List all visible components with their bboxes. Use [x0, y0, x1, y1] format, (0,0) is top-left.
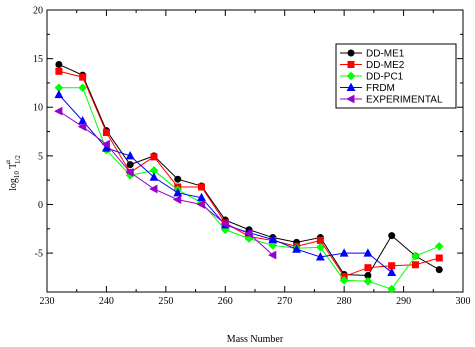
data-point	[55, 60, 63, 68]
legend-label: EXPERIMENTAL	[366, 95, 443, 106]
y-axis-title: log10 Tα 1/2	[4, 155, 22, 191]
legend-label: DD-ME2	[366, 60, 405, 71]
data-point	[316, 242, 325, 252]
data-point	[198, 183, 206, 191]
data-point	[102, 129, 110, 137]
data-point	[196, 200, 206, 209]
legend-label: DD-ME1	[366, 49, 405, 60]
legend-marker	[346, 71, 356, 81]
data-point	[364, 264, 372, 272]
legend-item: DD-ME1	[340, 49, 405, 60]
data-point	[411, 261, 419, 269]
x-tick-label: 300	[456, 296, 471, 307]
legend-item: EXPERIMENTAL	[340, 95, 443, 106]
data-point	[292, 244, 302, 253]
data-point	[172, 195, 182, 205]
y-tick-label: 0	[38, 200, 43, 211]
legend-item: DD-PC1	[340, 72, 404, 83]
legend-marker	[346, 82, 356, 91]
data-point	[388, 232, 396, 240]
y-tick-label: 15	[33, 54, 43, 65]
legend-marker	[346, 94, 355, 104]
data-point	[78, 83, 87, 93]
data-point	[79, 73, 87, 81]
data-point	[435, 266, 443, 274]
data-point	[55, 67, 63, 75]
series-line	[58, 110, 274, 256]
legend-label: DD-PC1	[366, 72, 404, 83]
x-tick-label: 260	[218, 296, 233, 307]
x-tick-label: 250	[158, 296, 173, 307]
data-point	[434, 241, 444, 251]
data-point	[315, 252, 325, 261]
data-point	[78, 115, 88, 125]
data-point	[54, 106, 63, 116]
data-point	[101, 139, 110, 149]
legend-label: FRDM	[366, 83, 395, 94]
data-point	[316, 236, 324, 244]
data-point	[411, 251, 420, 261]
data-point	[197, 192, 206, 202]
series-layer	[54, 60, 444, 294]
legend-marker	[347, 61, 355, 68]
data-point	[387, 284, 396, 294]
y-tick-label: 10	[33, 103, 43, 114]
axis-ticks: 230 240 250 260 270 280 290 300 -5 0 5 10 15 20	[33, 6, 471, 308]
data-point	[149, 184, 158, 194]
data-point	[363, 276, 373, 286]
data-point	[149, 172, 159, 181]
data-point	[339, 248, 349, 257]
data-point	[126, 161, 134, 169]
data-point	[125, 167, 134, 177]
y-axis-title-part: 1/2	[14, 155, 22, 164]
x-tick-label: 280	[337, 296, 352, 307]
y-axis-title-part: α	[4, 160, 12, 164]
data-point	[363, 248, 373, 257]
data-point	[387, 267, 397, 277]
data-point	[77, 122, 87, 132]
data-point	[174, 175, 182, 183]
data-point	[125, 150, 135, 160]
data-point	[220, 219, 229, 229]
data-point	[244, 229, 253, 239]
legend-item: FRDM	[340, 82, 395, 94]
legend-item: DD-ME2	[340, 60, 405, 71]
y-tick-label: 20	[33, 6, 43, 17]
y-tick-label: -5	[35, 249, 43, 260]
x-axis-title: Mass Number	[227, 334, 284, 345]
y-axis-title-part: 10	[13, 171, 21, 179]
legend-marker	[347, 49, 355, 57]
data-point	[268, 234, 278, 243]
x-tick-label: 270	[277, 296, 292, 307]
y-axis-title-part: log	[8, 178, 19, 191]
data-point	[267, 250, 277, 260]
series-experimental	[54, 106, 277, 260]
data-point	[435, 254, 443, 262]
x-tick-label: 240	[99, 296, 114, 307]
x-tick-label: 230	[40, 296, 55, 307]
y-tick-label: 5	[38, 151, 43, 162]
y-axis-title-part: T	[8, 163, 19, 171]
data-point	[268, 241, 278, 250]
x-tick-label: 290	[396, 296, 411, 307]
data-point	[150, 153, 158, 161]
data-point	[173, 187, 183, 197]
data-point	[339, 276, 349, 285]
data-point	[54, 89, 64, 99]
